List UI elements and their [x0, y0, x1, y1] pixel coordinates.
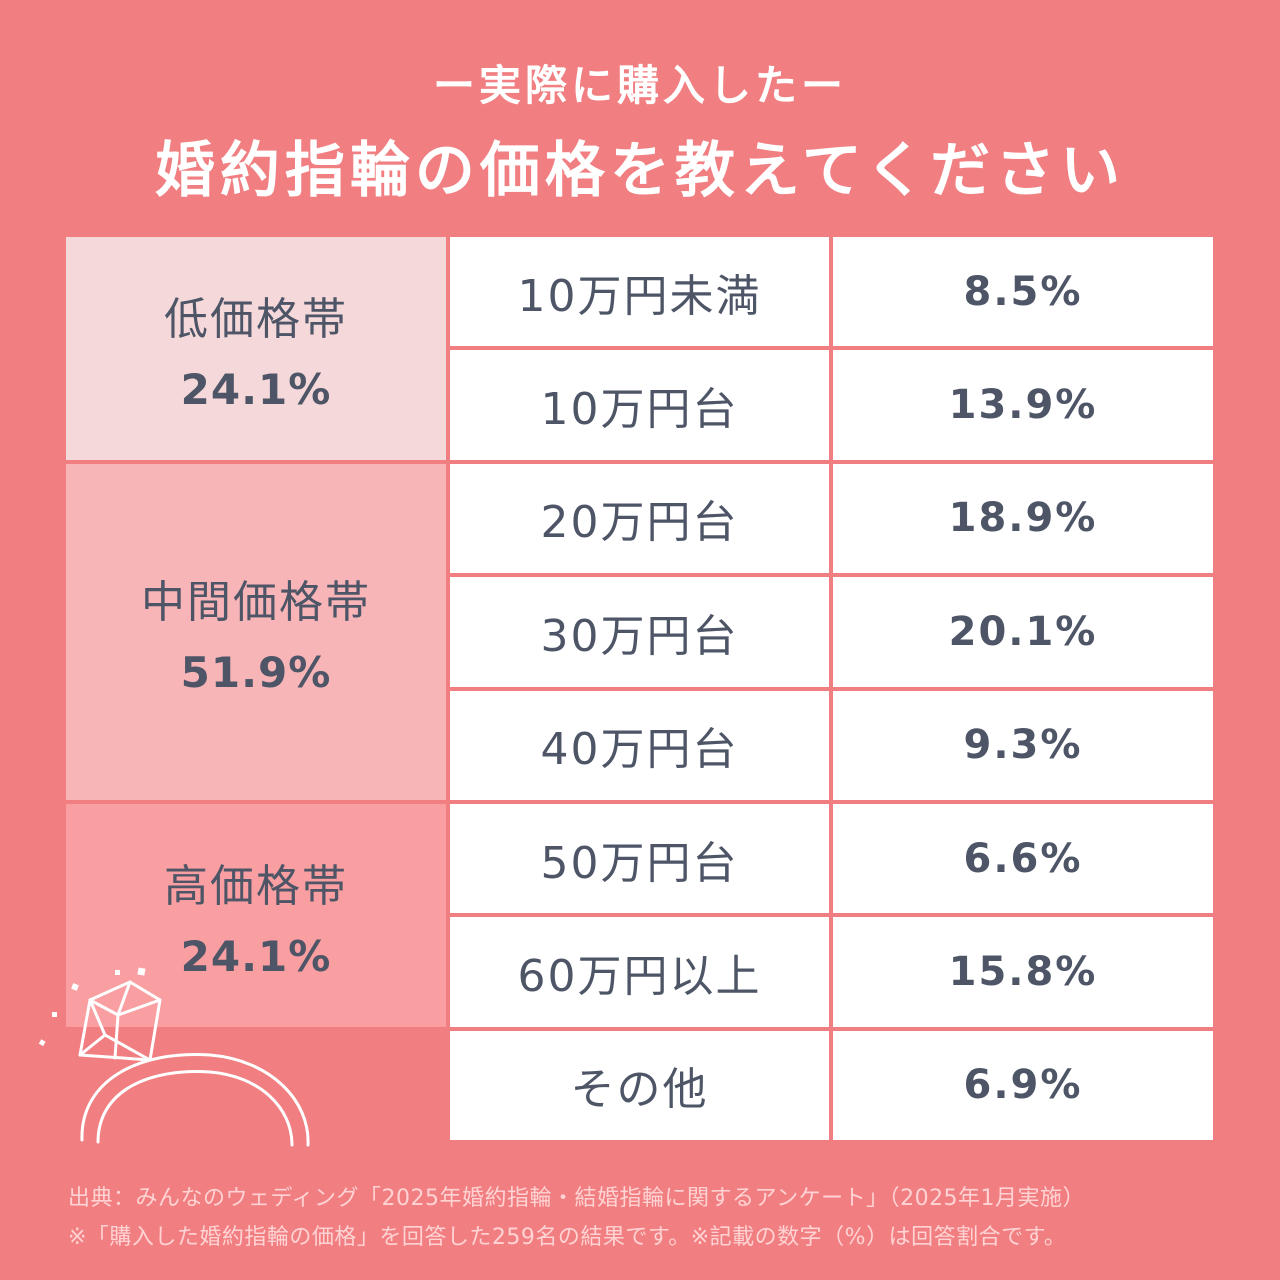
note: ※「購入した婚約指輪の価格」を回答した259名の結果です。※記載の数字（%）は回…: [68, 1225, 1067, 1250]
group-percent: 51.9%: [180, 648, 332, 698]
percent-value: 20.1%: [833, 577, 1213, 687]
percent-value: 13.9%: [833, 350, 1213, 460]
group-name: 高価格帯: [164, 860, 348, 912]
percent-value: 15.8%: [833, 917, 1213, 1027]
price-range-label: 20万円台: [450, 463, 829, 574]
percent-value: 6.9%: [833, 1030, 1213, 1141]
price-range-label: 40万円台: [450, 690, 829, 800]
group-name: 低価格帯: [164, 293, 348, 345]
percent-value: 18.9%: [833, 463, 1213, 574]
source-note: 出典：みんなのウェディング「2025年婚約指輪・結婚指輪に関するアンケート」（2…: [68, 1186, 1086, 1211]
group-cell: 低価格帯 24.1%: [66, 237, 446, 460]
group-name: 中間価格帯: [141, 577, 371, 629]
chart-title: 婚約指輪の価格を教えてください: [154, 136, 1126, 206]
price-range-label: 30万円台: [450, 577, 829, 687]
price-range-label: 10万円台: [450, 350, 829, 460]
group-cell: 高価格帯 24.1%: [66, 804, 446, 1027]
diamond-ring-icon: [38, 967, 310, 1147]
percent-value: 8.5%: [833, 237, 1213, 347]
price-range-label: 50万円台: [450, 804, 829, 914]
group-percent: 24.1%: [180, 931, 332, 981]
price-range-label: その他: [450, 1030, 829, 1141]
percent-value: 6.6%: [833, 804, 1213, 914]
price-range-label: 60万円以上: [450, 917, 829, 1027]
group-cell: 中間価格帯 51.9%: [66, 463, 446, 800]
subtitle: ー実際に購入したー: [432, 61, 847, 110]
group-percent: 24.1%: [180, 364, 332, 414]
price-range-label: 10万円未満: [450, 237, 829, 347]
percent-value: 9.3%: [833, 690, 1213, 800]
